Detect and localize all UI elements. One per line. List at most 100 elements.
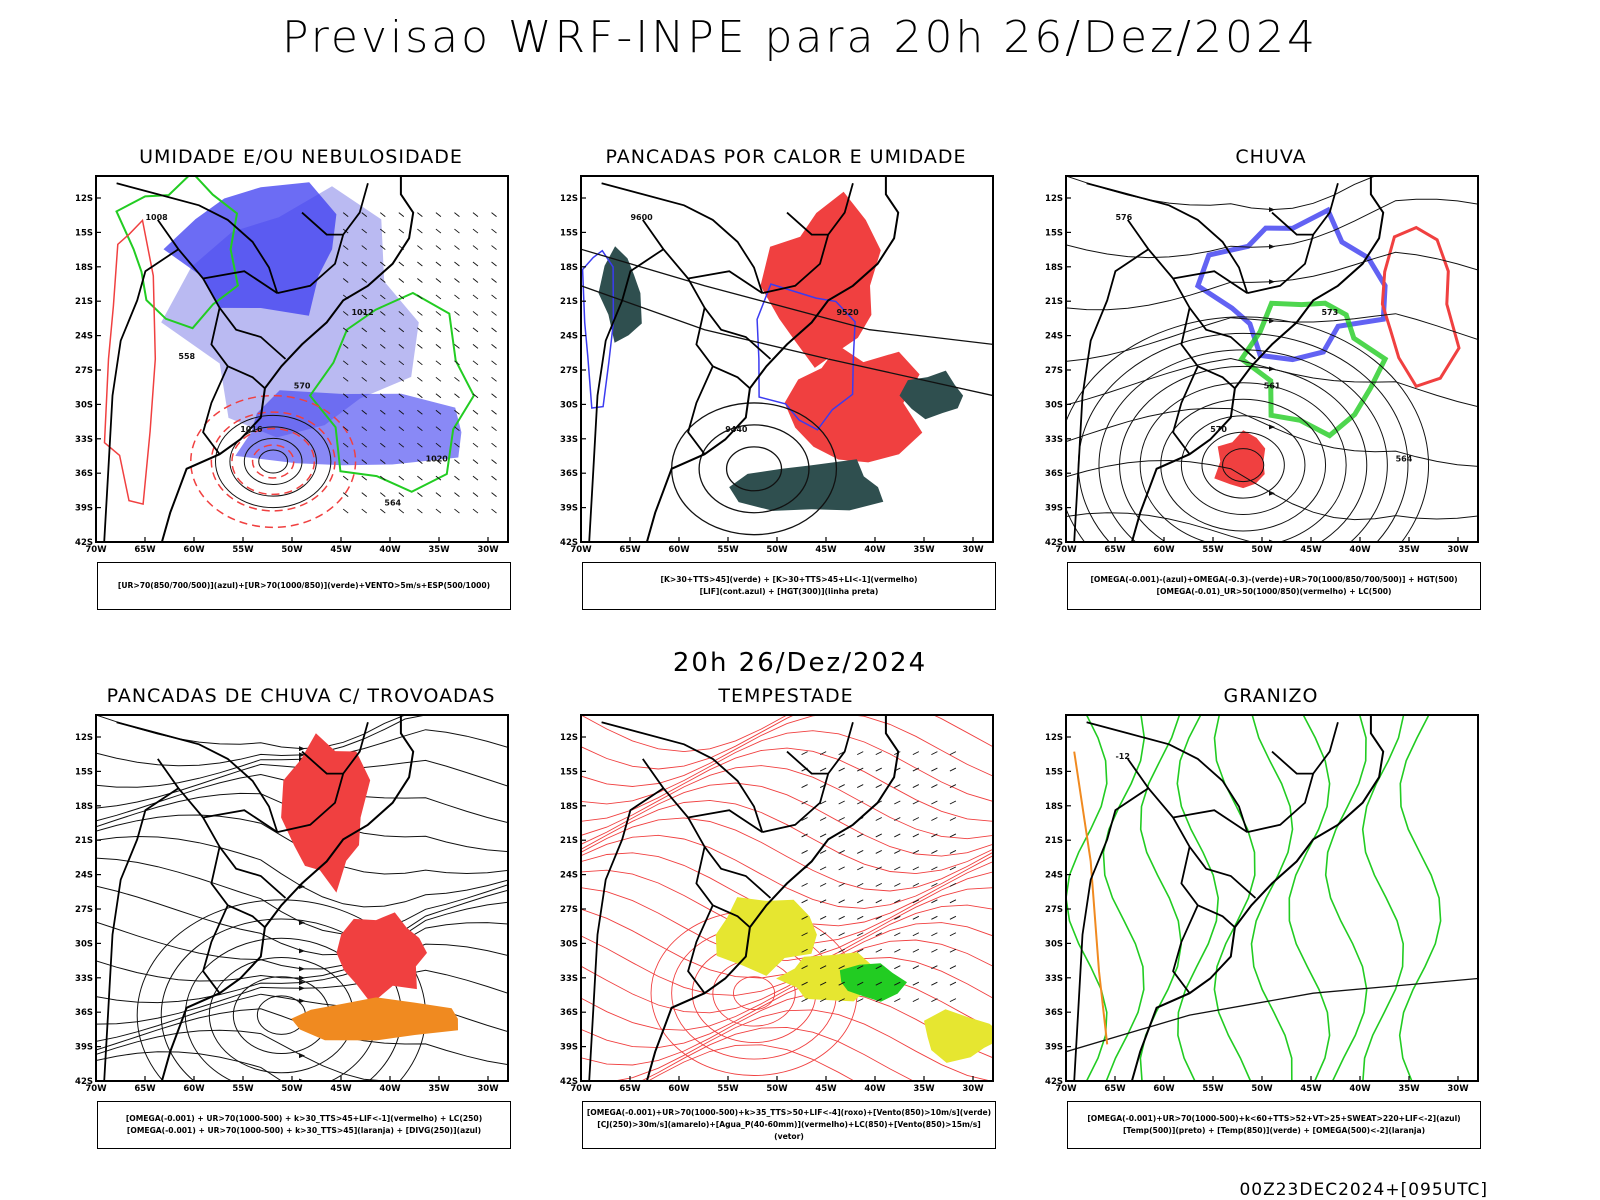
green-contour <box>308 291 475 493</box>
wind-vector <box>912 833 920 838</box>
wind-vector <box>379 426 386 432</box>
wind-vector <box>819 899 827 904</box>
wind-vector <box>838 981 845 986</box>
wind-vector <box>894 784 901 788</box>
lat-label: 12S <box>1045 194 1063 204</box>
coastline <box>160 176 415 542</box>
legend-line-2: [OMEGA(-0.001) + UR>70(1000-500) + k>30_… <box>126 1126 482 1135</box>
thickness-contour <box>210 411 336 512</box>
lon-label: 30W <box>962 545 984 555</box>
legend-umidade: [UR>70(850/700/500)](azul)+[UR>70(1000/8… <box>97 562 511 610</box>
wind-vector <box>454 376 460 382</box>
country-border <box>202 904 229 994</box>
wind-streamline-red <box>581 834 993 909</box>
lat-label: 33S <box>75 435 93 445</box>
wind-vector <box>894 800 901 805</box>
wind-vector <box>819 965 827 970</box>
wind-vector <box>435 360 442 366</box>
legend-line-1: [K>30+TTS>45](verde) + [K>30+TTS>45+LI<-… <box>660 575 918 584</box>
wind-vector <box>454 327 460 333</box>
lat-label: 36S <box>75 1008 93 1018</box>
wind-vector <box>894 932 901 937</box>
main-title: Previsao WRF-INPE para 20h 26/Dez/2024 <box>282 12 1318 63</box>
wind-vector <box>435 261 442 267</box>
wind-vector <box>472 212 479 217</box>
rain-red-area <box>1380 225 1461 389</box>
panel-granizo: GRANIZO -12 12S 15S 18S 21S 24S 27S 30S 33S 36S 39… <box>1036 685 1506 1155</box>
wind-vector <box>472 426 479 432</box>
lat-label: 15S <box>75 767 93 777</box>
wind-streamline-red <box>581 887 993 962</box>
wind-vector <box>361 278 368 283</box>
lat-label: 21S <box>75 836 93 846</box>
country-border <box>103 787 179 1081</box>
instability-red-area <box>760 191 881 368</box>
lon-label: 60W <box>183 545 205 555</box>
country-border <box>762 183 854 294</box>
country-border <box>601 721 764 833</box>
coastline <box>160 715 415 1081</box>
lat-label: 33S <box>560 435 578 445</box>
wind-vector <box>342 327 349 333</box>
wind-vector <box>949 948 957 953</box>
jet-yellow-area <box>715 897 817 976</box>
wind-vector <box>949 751 957 756</box>
lon-label: 65W <box>619 545 641 555</box>
lat-label: 36S <box>1045 1008 1063 1018</box>
country-border <box>1127 758 1257 899</box>
lon-label: 70W <box>570 1084 592 1094</box>
wind-vector <box>931 932 938 937</box>
wind-vector <box>379 393 386 399</box>
country-border <box>1180 846 1236 928</box>
lat-label: 42S <box>560 1077 578 1087</box>
wind-vector <box>838 784 845 788</box>
wind-vector <box>417 344 423 349</box>
lat-label: 36S <box>1045 469 1063 479</box>
wind-vector <box>342 475 349 481</box>
wind-vector <box>857 784 864 788</box>
lat-label: 24S <box>1045 332 1063 342</box>
wind-vector <box>931 767 938 772</box>
wind-vector <box>491 459 497 465</box>
wind-vector <box>857 998 864 1003</box>
map-layers: 1008 1012 1016 1020 570 558 564 <box>103 176 497 542</box>
wind-vector <box>379 360 386 366</box>
wind-streamline-arrow <box>1269 207 1275 213</box>
wind-vector <box>801 784 808 788</box>
wind-streamline-arrow <box>299 752 305 758</box>
wind-vector <box>875 899 882 904</box>
wind-vector <box>472 245 479 250</box>
lat-label: 24S <box>75 332 93 342</box>
wind-vector <box>472 442 479 448</box>
legend-line-2: [LIF](cont.azul) + [HGT(300)](linha pret… <box>699 587 879 596</box>
wind-vector <box>361 409 368 415</box>
pressure-contour <box>229 426 317 497</box>
wind-vector <box>491 442 497 448</box>
wind-vector <box>819 833 827 838</box>
wind-vector <box>857 948 864 953</box>
wind-vector <box>379 212 386 217</box>
wind-vector <box>417 311 423 316</box>
humidity-blue-area <box>163 182 337 316</box>
country-border <box>202 270 278 294</box>
wind-vector <box>379 508 386 514</box>
wind-vector <box>379 475 386 481</box>
lon-label: 35W <box>428 1084 450 1094</box>
wind-vector <box>857 899 864 904</box>
instability-green-area <box>729 459 884 511</box>
height-contour <box>698 424 810 514</box>
lat-label: 12S <box>560 733 578 743</box>
wind-vector <box>912 817 920 821</box>
wind-vector <box>931 882 938 887</box>
wind-vector <box>912 915 920 920</box>
omega-blue-area <box>1194 206 1388 363</box>
wind-streamline-arrow <box>1269 318 1275 324</box>
lon-label: 30W <box>962 1084 984 1094</box>
wind-vector <box>894 866 901 871</box>
wind-vector <box>472 311 479 316</box>
wind-vector <box>398 475 405 481</box>
wind-vector <box>435 492 442 497</box>
wind-vector <box>342 261 349 267</box>
wind-vector <box>361 426 368 432</box>
lat-label: 42S <box>1045 538 1063 548</box>
